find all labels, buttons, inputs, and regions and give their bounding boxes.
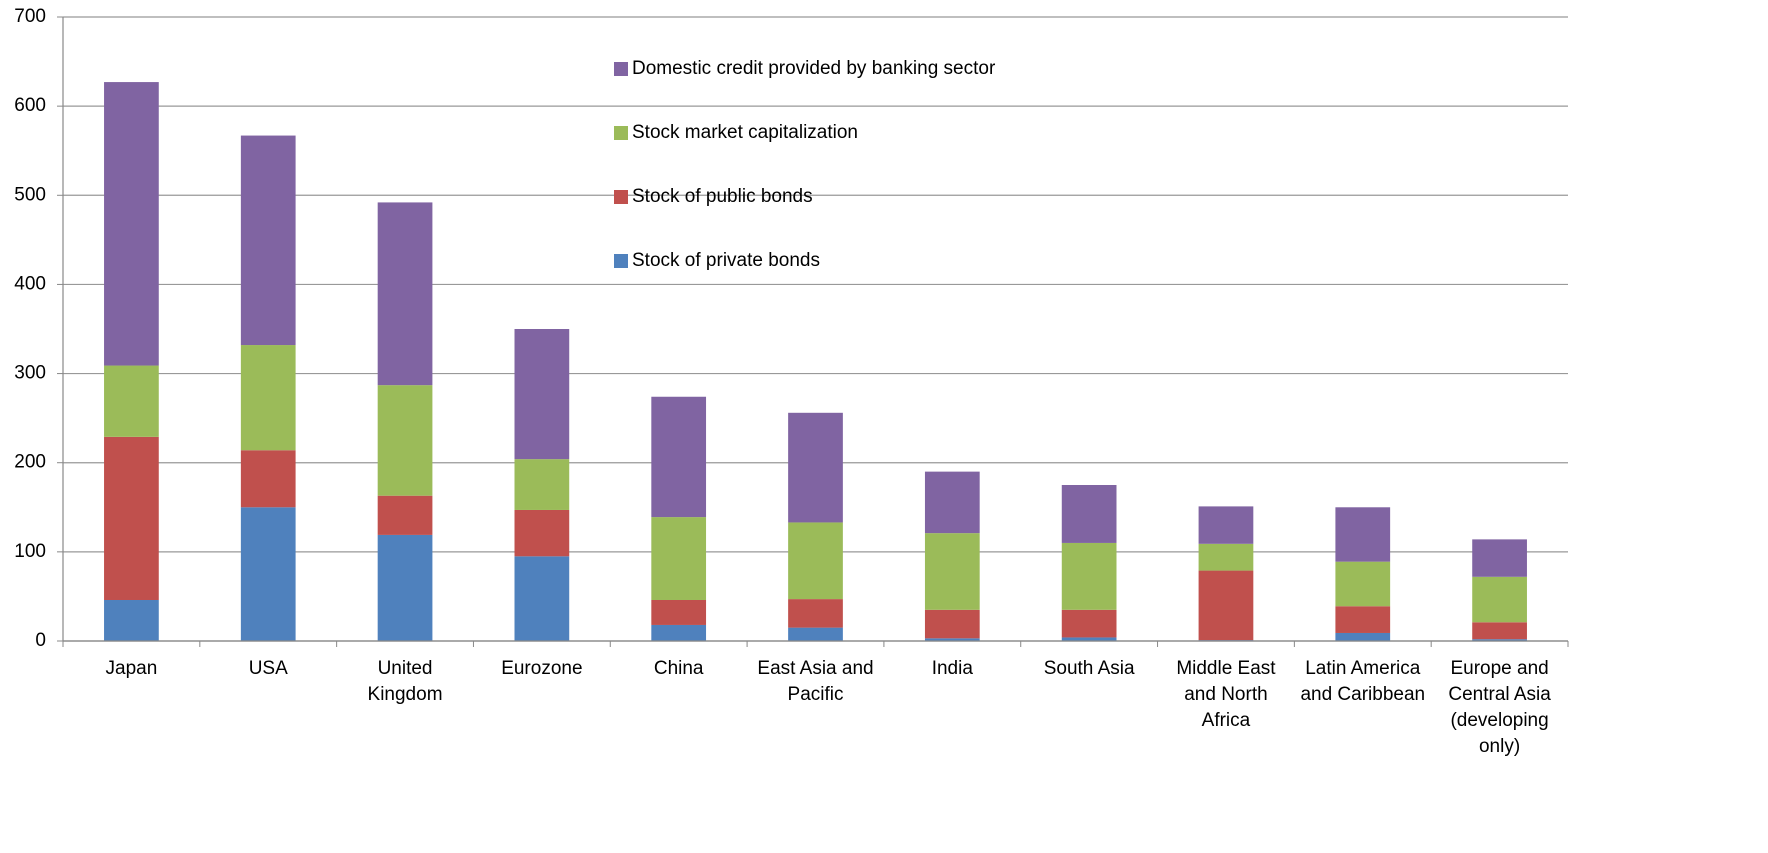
bar-segment bbox=[1472, 576, 1527, 623]
bar-segment bbox=[788, 522, 843, 600]
bar-segment bbox=[514, 509, 570, 557]
legend-swatch bbox=[614, 254, 628, 268]
bar-segment bbox=[514, 556, 570, 641]
x-tick-label: Japan bbox=[106, 658, 158, 679]
legend-label: Stock of private bonds bbox=[632, 250, 820, 271]
y-tick-label: 200 bbox=[14, 452, 46, 473]
bar-segment bbox=[104, 365, 159, 437]
bar-segment bbox=[1061, 637, 1117, 641]
bar-segment bbox=[377, 202, 433, 386]
x-tick-label: China bbox=[654, 658, 704, 679]
bar-segment bbox=[1472, 622, 1527, 640]
bar-segment bbox=[377, 495, 433, 535]
x-tick-label: United Kingdom bbox=[368, 658, 443, 705]
bar-segment bbox=[651, 599, 707, 625]
bar-segment bbox=[924, 533, 980, 610]
x-tick-label: Latin America and Caribbean bbox=[1300, 658, 1425, 705]
bar-segment bbox=[104, 599, 159, 641]
legend-label: Stock market capitalization bbox=[632, 122, 858, 143]
x-tick-label: USA bbox=[249, 658, 288, 679]
bar-segment bbox=[1198, 543, 1254, 571]
bar-segment bbox=[924, 471, 980, 534]
bar-segment bbox=[788, 627, 843, 641]
bar-segment bbox=[788, 599, 843, 628]
bar-segment bbox=[1335, 606, 1391, 633]
bar-segment bbox=[240, 345, 296, 451]
legend-swatch bbox=[614, 190, 628, 204]
bar-segment bbox=[1198, 570, 1254, 641]
bar-segment bbox=[1335, 507, 1391, 562]
bar-segment bbox=[651, 517, 707, 600]
bar-segment bbox=[788, 412, 843, 523]
y-tick-label: 400 bbox=[14, 273, 46, 294]
bar-segment bbox=[377, 385, 433, 496]
bar-segment bbox=[1335, 561, 1391, 607]
y-tick-label: 100 bbox=[14, 541, 46, 562]
x-tick-label: East Asia and Pacific bbox=[757, 658, 873, 705]
x-tick-label: Europe and Central Asia (developing only) bbox=[1448, 658, 1551, 757]
bar-segment bbox=[514, 459, 570, 510]
bar-segment bbox=[924, 638, 980, 641]
bar-segment bbox=[651, 624, 707, 641]
bar-segment bbox=[1061, 485, 1117, 543]
bar-segment bbox=[1472, 639, 1527, 641]
bar-segment bbox=[514, 329, 570, 460]
bar-segment bbox=[1061, 542, 1117, 610]
legend-label: Stock of public bonds bbox=[632, 186, 813, 207]
bar-segment bbox=[377, 534, 433, 641]
y-tick-label: 300 bbox=[14, 363, 46, 384]
x-tick-label: Eurozone bbox=[501, 658, 582, 679]
bar-segment bbox=[1335, 632, 1391, 641]
bar-segment bbox=[1061, 609, 1117, 638]
bar-segment bbox=[240, 135, 296, 346]
bar-segment bbox=[1198, 506, 1254, 544]
y-tick-label: 600 bbox=[14, 95, 46, 116]
bar-segment bbox=[240, 450, 296, 508]
bar-segment bbox=[104, 82, 159, 366]
bar-segment bbox=[240, 507, 296, 641]
x-tick-label: India bbox=[932, 658, 974, 679]
bar-segment bbox=[651, 396, 707, 518]
y-tick-label: 700 bbox=[14, 6, 46, 27]
bar-segment bbox=[924, 609, 980, 639]
y-tick-label: 0 bbox=[35, 630, 46, 651]
y-tick-label: 500 bbox=[14, 184, 46, 205]
legend-label: Domestic credit provided by banking sect… bbox=[632, 58, 996, 79]
legend-swatch bbox=[614, 62, 628, 76]
x-tick-label: Middle East and North Africa bbox=[1176, 658, 1276, 731]
bar-segment bbox=[1472, 539, 1527, 577]
x-tick-label: South Asia bbox=[1044, 658, 1135, 679]
legend-swatch bbox=[614, 126, 628, 140]
bar-segment bbox=[104, 436, 159, 600]
